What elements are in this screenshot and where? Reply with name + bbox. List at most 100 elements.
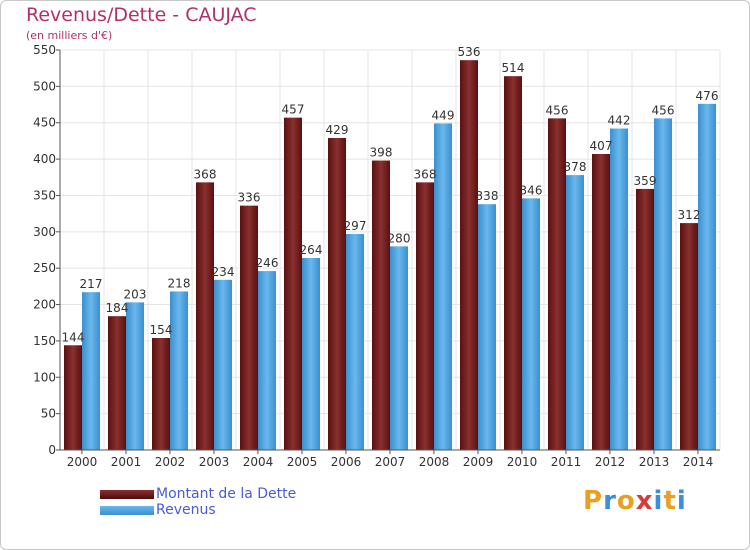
data-label-dette: 457 (282, 103, 305, 117)
y-tick-label: 300 (33, 225, 56, 239)
x-tick-label: 2013 (639, 455, 670, 469)
legend-label: Montant de la Dette (156, 486, 297, 502)
data-label-dette: 368 (414, 167, 437, 181)
bar-dette (504, 76, 522, 450)
bar-dette (372, 160, 390, 450)
bar-chart: 0 50 100 150 200 250 300 350 400 450 500 550 144 217… (33, 43, 721, 469)
data-label-dette: 144 (62, 330, 85, 344)
y-tick-label: 250 (33, 261, 56, 275)
bar-dette (592, 154, 610, 450)
bar-revenus (302, 258, 320, 450)
bar-dette (548, 118, 566, 450)
bar-revenus (82, 292, 100, 450)
data-label-revenus: 476 (696, 89, 719, 103)
data-label-dette: 429 (326, 123, 349, 137)
data-label-dette: 336 (238, 191, 261, 205)
data-label-revenus: 346 (520, 183, 543, 197)
bar-revenus (478, 204, 496, 450)
bar-dette (680, 223, 698, 450)
bar-revenus (170, 291, 188, 450)
x-axis: 2000 2001 2002 2003 2004 2005 2006 2007 2008 2009… (60, 449, 720, 469)
y-tick-label: 0 (48, 443, 56, 457)
x-tick-label: 2010 (507, 455, 538, 469)
x-tick-label: 2008 (419, 455, 450, 469)
chart-title: Revenus/Dette - CAUJAC (26, 4, 257, 26)
data-label-revenus: 280 (388, 231, 411, 245)
x-tick-label: 2007 (375, 455, 406, 469)
x-tick-label: 2011 (551, 455, 582, 469)
data-label-revenus: 217 (80, 277, 103, 291)
logo-letter: i (653, 486, 664, 516)
data-label-revenus: 338 (476, 189, 499, 203)
bar-dette (108, 316, 126, 450)
legend-swatch-revenus (100, 506, 154, 515)
data-label-revenus: 378 (564, 160, 587, 174)
legend-swatch-dette (100, 490, 154, 499)
bar-revenus (390, 246, 408, 450)
bar-dette (284, 117, 302, 451)
y-tick-label: 350 (33, 188, 56, 202)
data-label-revenus: 297 (344, 219, 367, 233)
legend-label: Revenus (156, 502, 216, 518)
logo-letter: o (616, 486, 636, 516)
bar-dette (64, 345, 82, 450)
data-label-dette: 536 (458, 45, 481, 59)
bar-dette (416, 182, 434, 450)
logo-letter: r (603, 486, 617, 516)
x-tick-label: 2004 (243, 455, 274, 469)
y-axis: 0 50 100 150 200 250 300 350 400 450 500 550 (33, 43, 61, 457)
data-label-revenus: 456 (652, 103, 675, 117)
bar-revenus (214, 279, 232, 450)
bars (64, 60, 716, 451)
bar-revenus (434, 123, 452, 451)
data-label-dette: 456 (546, 103, 569, 117)
data-label-dette: 398 (370, 146, 393, 160)
bar-dette (152, 338, 170, 450)
data-label-revenus: 234 (212, 265, 235, 279)
y-tick-label: 100 (33, 370, 56, 384)
bar-revenus (698, 103, 716, 451)
data-label-dette: 514 (502, 61, 525, 75)
y-tick-label: 450 (33, 116, 56, 130)
bar-dette (240, 205, 258, 450)
data-label-dette: 368 (194, 167, 217, 181)
data-label-dette: 312 (678, 208, 701, 222)
x-tick-label: 2014 (683, 455, 714, 469)
x-tick-label: 2012 (595, 455, 626, 469)
bar-revenus (126, 302, 144, 450)
x-tick-label: 2006 (331, 455, 362, 469)
data-label-revenus: 442 (608, 114, 631, 128)
bar-dette (328, 138, 346, 450)
bar-revenus (566, 175, 584, 450)
y-tick-label: 550 (33, 43, 56, 57)
bar-revenus (610, 128, 628, 450)
logo-letter: i (676, 486, 687, 516)
y-tick-label: 400 (33, 152, 56, 166)
data-label-dette: 154 (150, 323, 173, 337)
data-label-dette: 359 (634, 174, 657, 188)
x-tick-label: 2002 (155, 455, 186, 469)
data-label-dette: 407 (590, 139, 613, 153)
bar-dette (460, 60, 478, 450)
x-tick-label: 2005 (287, 455, 318, 469)
y-tick-label: 500 (33, 79, 56, 93)
x-tick-label: 2000 (67, 455, 98, 469)
logo-letter: t (663, 486, 677, 516)
logo-letter: x (635, 486, 654, 516)
y-tick-label: 200 (33, 298, 56, 312)
y-tick-label: 150 (33, 334, 56, 348)
chart-subtitle: (en milliers d'€) (26, 29, 113, 42)
bar-revenus (346, 234, 364, 450)
data-label-revenus: 264 (300, 243, 323, 257)
data-label-revenus: 246 (256, 256, 279, 270)
x-tick-label: 2003 (199, 455, 230, 469)
data-label-revenus: 449 (432, 108, 455, 122)
bar-revenus (654, 118, 672, 450)
bar-revenus (258, 271, 276, 450)
bar-revenus (522, 198, 540, 450)
logo-letter: P (583, 486, 604, 516)
proxiti-logo: Proxiti (583, 486, 687, 516)
x-tick-label: 2001 (111, 455, 142, 469)
bar-dette (636, 188, 654, 450)
